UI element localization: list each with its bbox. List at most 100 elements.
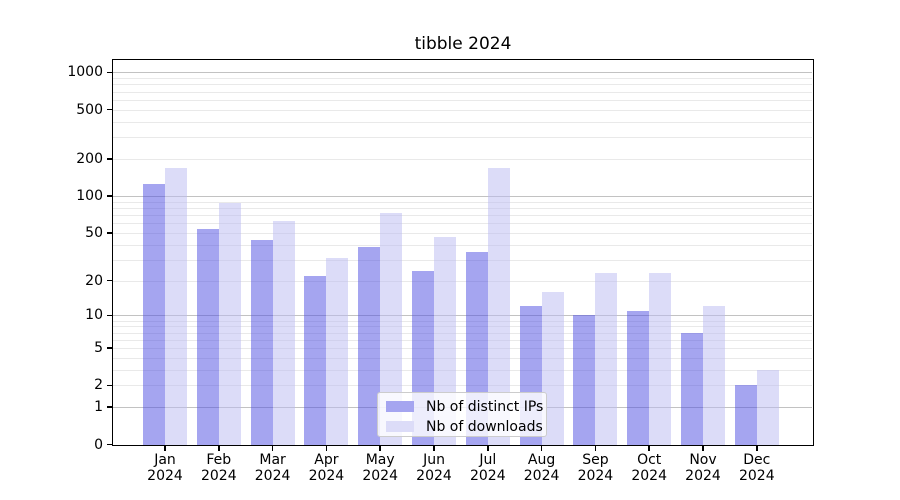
x-tick-label: Dec 2024	[725, 452, 789, 484]
x-tick-mark	[271, 444, 274, 451]
gridline-major	[113, 72, 812, 74]
x-tick-label: Apr 2024	[294, 452, 358, 484]
bar-downloads	[218, 203, 241, 445]
gridline-minor	[113, 201, 812, 203]
x-tick-month: Nov	[689, 452, 717, 468]
chart-title: tibble 2024	[414, 34, 512, 54]
x-tick-mark	[379, 444, 381, 451]
x-tick-month: May	[365, 452, 395, 468]
bar-downloads	[595, 273, 618, 445]
x-tick-label: Jun 2024	[402, 452, 466, 484]
bar-distinct-ips	[573, 315, 596, 445]
plot-area	[113, 60, 812, 445]
y-tick-label: 0	[94, 436, 103, 453]
legend-label-downloads: Nb of downloads	[426, 418, 543, 435]
bar-distinct-ips	[196, 228, 219, 445]
x-tick-mark	[164, 444, 166, 451]
gridline-minor	[113, 369, 812, 371]
bar-distinct-ips	[250, 239, 273, 445]
gridline-minor	[113, 348, 812, 349]
x-tick-year: 2024	[738, 467, 775, 484]
x-tick-year: 2024	[416, 467, 452, 484]
y-tick-mark	[107, 279, 113, 282]
x-tick-mark	[325, 444, 328, 451]
gridline-minor	[113, 137, 812, 139]
x-tick-year: 2024	[362, 467, 398, 484]
x-tick-month: Jan	[154, 452, 176, 468]
bar-downloads	[703, 306, 725, 445]
x-tick-label: Jul 2024	[456, 452, 520, 484]
x-tick-year: 2024	[577, 467, 614, 484]
x-tick-year: 2024	[685, 467, 721, 484]
x-tick-month: Feb	[206, 452, 232, 468]
x-tick-mark	[487, 444, 489, 451]
y-tick-mark	[107, 195, 113, 197]
legend-swatch-downloads	[386, 421, 414, 432]
x-tick-year: 2024	[147, 467, 183, 484]
bar-distinct-ips	[627, 310, 650, 445]
x-tick-month: Aug	[527, 452, 556, 468]
y-tick-label: 100	[76, 187, 103, 204]
x-tick-year: 2024	[523, 467, 560, 484]
gridline-major	[113, 195, 812, 197]
gridline-minor	[113, 78, 812, 80]
gridline-minor	[113, 223, 812, 225]
y-tick-label: 50	[85, 224, 103, 241]
gridline-minor	[113, 259, 812, 261]
x-tick-month: Oct	[637, 452, 662, 468]
gridline-minor	[113, 339, 812, 341]
x-tick-month: Jul	[479, 452, 497, 468]
y-tick-label: 5	[94, 340, 103, 356]
y-tick-mark	[107, 108, 113, 111]
y-tick-label: 20	[85, 272, 103, 289]
bar-distinct-ips	[358, 247, 381, 445]
bar-downloads	[165, 167, 187, 445]
x-tick-mark	[540, 444, 543, 451]
x-tick-label: Nov 2024	[671, 452, 735, 484]
gridline-minor	[113, 357, 812, 359]
gridline-minor	[113, 385, 812, 387]
x-tick-mark	[702, 444, 704, 451]
x-tick-label: May 2024	[348, 452, 412, 484]
gridline-minor	[113, 84, 812, 86]
bar-downloads	[649, 273, 672, 445]
x-tick-month: Apr	[314, 452, 339, 468]
legend-swatch-distinct-ips	[386, 401, 414, 412]
gridline-minor	[113, 109, 812, 111]
gridline-minor	[113, 244, 812, 246]
x-tick-mark	[648, 444, 650, 451]
bar-downloads	[272, 221, 295, 445]
legend-item-downloads: Nb of downloads	[386, 418, 546, 435]
gridline-minor	[113, 232, 812, 234]
x-tick-label: Aug 2024	[510, 452, 574, 484]
x-tick-month: Jun	[423, 452, 445, 468]
x-tick-year: 2024	[200, 467, 237, 484]
bar-distinct-ips	[681, 332, 703, 445]
gridline-minor	[113, 332, 812, 334]
x-tick-year: 2024	[631, 467, 667, 484]
y-tick-label: 10	[85, 307, 103, 324]
gridline-minor	[113, 158, 812, 160]
x-tick-label: Jan 2024	[133, 452, 197, 484]
y-tick-mark	[107, 406, 113, 408]
x-tick-month: Mar	[259, 452, 286, 468]
bar-distinct-ips	[143, 184, 165, 445]
legend: Nb of distinct IPs Nb of downloads	[377, 392, 547, 437]
x-tick-year: 2024	[254, 467, 291, 484]
gridline-minor	[113, 91, 812, 93]
y-tick-label: 1000	[67, 64, 103, 81]
x-tick-label: Oct 2024	[617, 452, 681, 484]
gridline-minor	[113, 320, 812, 322]
y-tick-mark	[107, 347, 113, 349]
legend-label-distinct-ips: Nb of distinct IPs	[426, 398, 544, 415]
gridline-minor	[113, 121, 812, 123]
bar-downloads	[326, 257, 349, 445]
bar-downloads	[541, 291, 564, 445]
bar-downloads	[380, 213, 403, 445]
y-tick-mark	[107, 384, 113, 387]
y-tick-label: 500	[76, 101, 103, 118]
y-tick-mark	[107, 314, 113, 317]
x-tick-mark	[756, 444, 758, 451]
y-tick-mark	[107, 158, 113, 160]
